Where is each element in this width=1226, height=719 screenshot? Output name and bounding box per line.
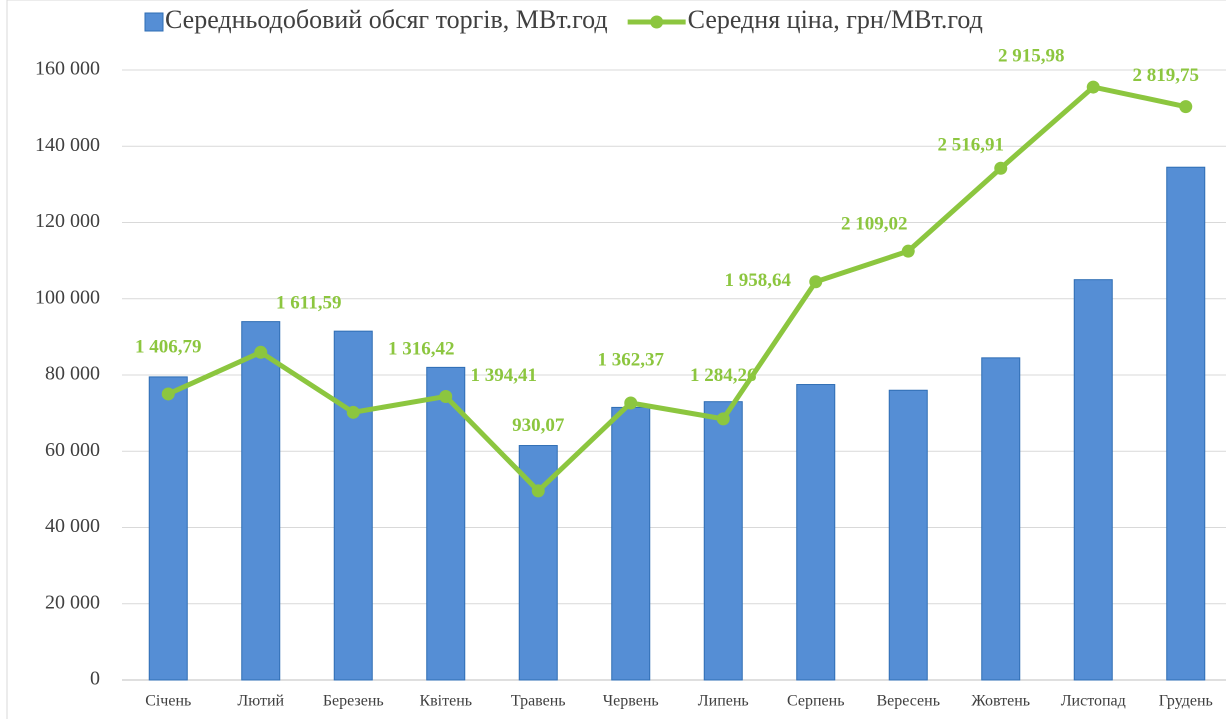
legend-swatch bbox=[650, 15, 664, 29]
y-tick-label: 120 000 bbox=[35, 210, 100, 232]
y-tick-label: 80 000 bbox=[45, 363, 100, 385]
data-label: 1 284,26 bbox=[690, 365, 757, 386]
price-point bbox=[1086, 80, 1100, 94]
y-tick-label: 0 bbox=[90, 668, 100, 690]
y-tick-label: 40 000 bbox=[45, 515, 100, 537]
data-label: 1 611,59 bbox=[276, 293, 341, 314]
bar bbox=[981, 357, 1021, 681]
data-label: 1 362,37 bbox=[598, 349, 665, 370]
chart-frame bbox=[6, 0, 1226, 719]
y-tick-label: 20 000 bbox=[45, 591, 100, 613]
x-tick-label: Грудень bbox=[1159, 693, 1213, 710]
bar bbox=[611, 406, 651, 681]
data-label: 2 915,98 bbox=[998, 45, 1065, 66]
x-tick-label: Липень bbox=[698, 693, 749, 710]
price-point bbox=[531, 484, 545, 498]
x-tick-label: Лютий bbox=[237, 693, 284, 710]
legend-swatch bbox=[144, 12, 164, 32]
x-tick-label: Листопад bbox=[1061, 693, 1126, 710]
x-tick-label: Квітень bbox=[419, 693, 472, 710]
bar bbox=[796, 384, 836, 681]
bar bbox=[703, 401, 743, 681]
data-label: 1 394,41 bbox=[471, 365, 538, 386]
y-tick-label: 100 000 bbox=[35, 286, 100, 308]
price-point bbox=[716, 412, 730, 426]
data-label: 2 109,02 bbox=[841, 214, 908, 235]
x-tick-label: Січень bbox=[145, 693, 191, 710]
y-tick-label: 60 000 bbox=[45, 439, 100, 461]
price-point bbox=[901, 244, 915, 258]
data-label: 2 819,75 bbox=[1133, 65, 1200, 86]
price-point bbox=[809, 275, 823, 289]
bar bbox=[518, 445, 558, 681]
price-line bbox=[167, 84, 1187, 494]
legend-label: Середньодобовий обсяг торгів, МВт.год bbox=[165, 5, 608, 34]
data-label: 1 406,79 bbox=[135, 336, 202, 357]
bar bbox=[1166, 166, 1206, 681]
x-tick-label: Червень bbox=[603, 693, 659, 710]
x-tick-label: Жовтень bbox=[971, 693, 1030, 710]
bar bbox=[241, 321, 281, 681]
data-label: 1 316,42 bbox=[388, 339, 455, 360]
legend-label: Середня ціна, грн/МВт.год bbox=[688, 5, 983, 34]
bar bbox=[148, 376, 188, 681]
x-tick-label: Березень bbox=[323, 693, 384, 710]
price-point bbox=[254, 345, 268, 359]
bar bbox=[888, 389, 928, 681]
x-tick-label: Травень bbox=[511, 693, 566, 710]
price-point bbox=[161, 387, 175, 401]
bar bbox=[426, 366, 466, 681]
price-point bbox=[439, 389, 453, 403]
data-label: 2 516,91 bbox=[938, 135, 1005, 156]
price-point bbox=[994, 161, 1008, 175]
y-tick-label: 160 000 bbox=[35, 58, 100, 80]
bar bbox=[1073, 279, 1113, 681]
x-tick-label: Вересень bbox=[876, 693, 940, 710]
data-label: 930,07 bbox=[512, 415, 565, 436]
price-point bbox=[624, 396, 638, 410]
price-point bbox=[1179, 100, 1193, 114]
price-point bbox=[346, 405, 360, 419]
bar bbox=[333, 330, 373, 681]
x-tick-label: Серпень bbox=[787, 693, 845, 710]
data-label: 1 958,64 bbox=[725, 270, 792, 291]
y-tick-label: 140 000 bbox=[35, 134, 100, 156]
